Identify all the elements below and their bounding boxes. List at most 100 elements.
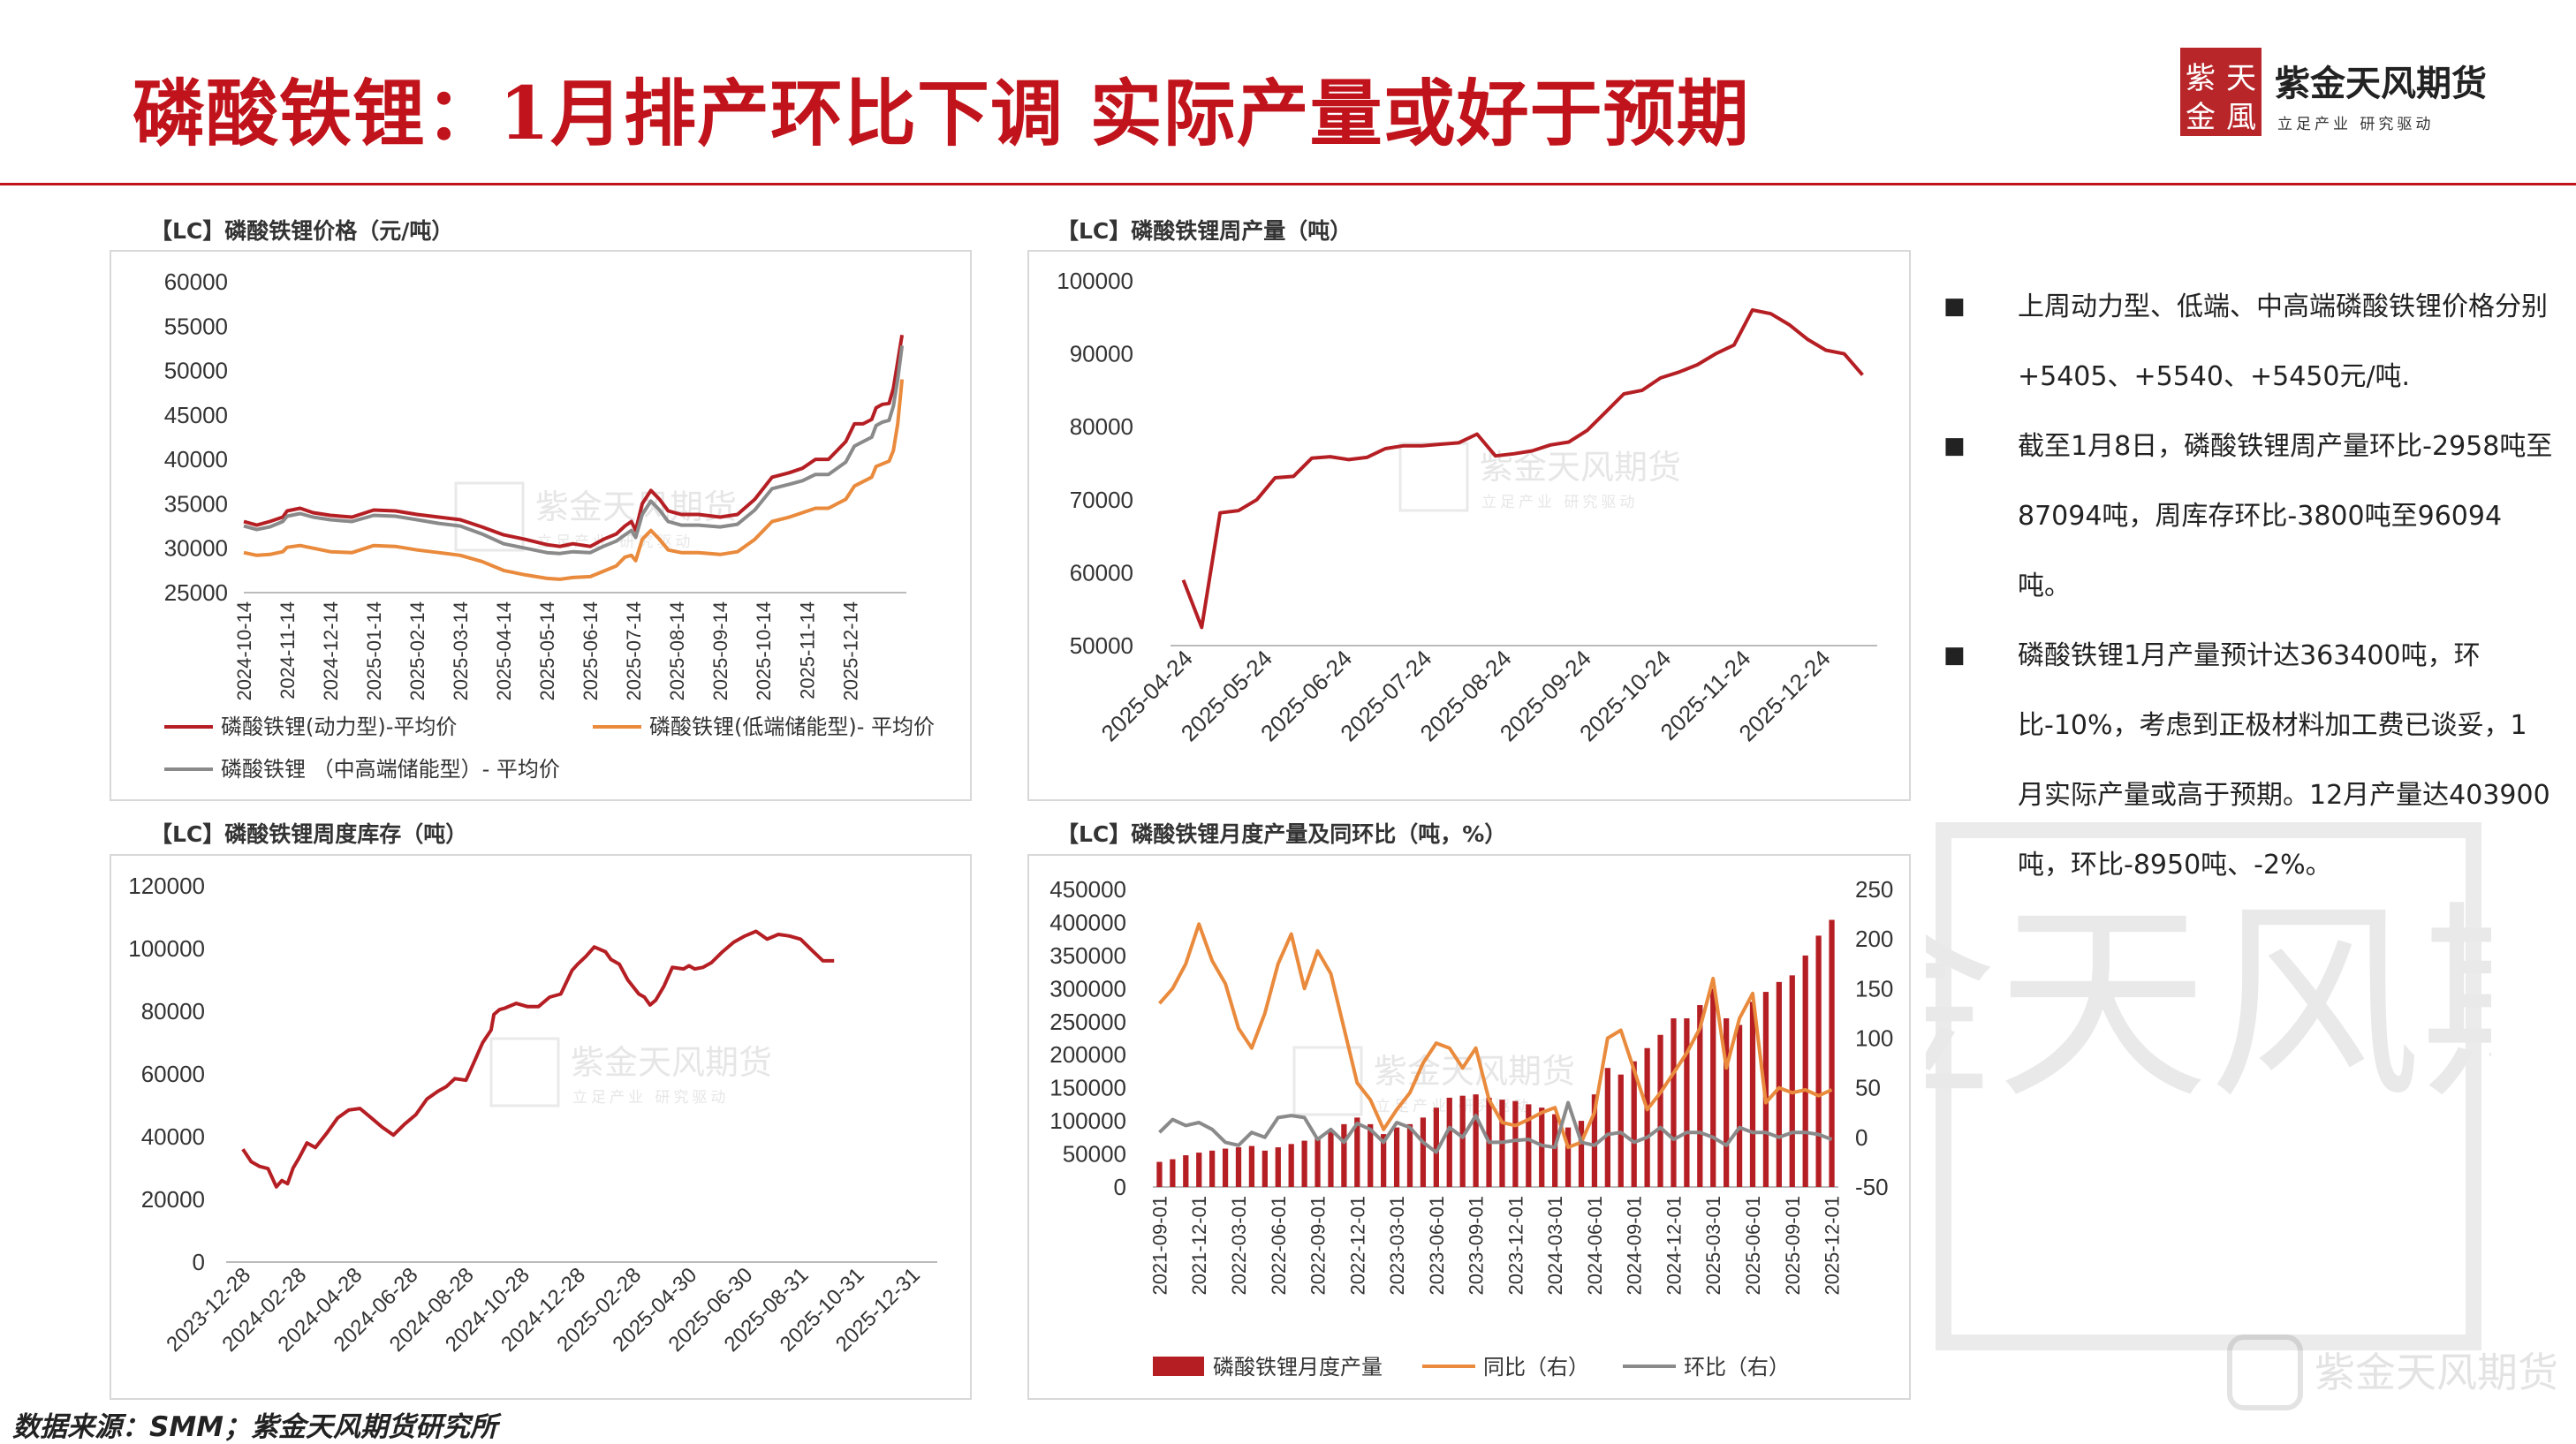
series-line-1 [243,379,905,581]
bar-monthly-output [1433,1108,1439,1187]
y-tick-label-left: 350000 [1049,942,1126,969]
bar-monthly-output [1776,981,1782,1187]
legend-label: 同比（右） [1483,1355,1589,1380]
x-tick-label: 2024-06-01 [1584,1196,1606,1296]
bar-monthly-output [1724,1018,1730,1187]
inventory-chart-frame: 紫金天风期货 立足产业 研究驱动 0 20000 40000 60000 80000 1000… [110,854,972,1400]
x-tick-label: 2021-09-01 [1148,1196,1171,1296]
series-line-weekly [1181,308,1864,630]
x-tick-label: 2024-12-14 [320,601,342,701]
y-tick-label-left: 50000 [1063,1141,1126,1168]
y-tick-label-left: 150000 [1049,1075,1126,1101]
bar-monthly-output [1671,1018,1677,1187]
bar-monthly-output [1156,1161,1163,1187]
y-tick-label-left: 300000 [1049,975,1126,1002]
bullet-square-icon: ■ [1943,642,1966,669]
y-tick-label: 80000 [141,998,205,1024]
y-tick-label: 20000 [141,1186,205,1213]
bar-monthly-output [1288,1144,1294,1187]
x-tick-label: 2023-06-01 [1426,1196,1448,1296]
series-line-2 [243,345,905,556]
bar-monthly-output [1578,1121,1585,1187]
y-tick-label: 100000 [1057,268,1133,294]
bullet-square-icon: ■ [1943,433,1966,459]
y-tick-label-right: -50 [1855,1174,1889,1200]
y-tick-label: 40000 [164,446,228,473]
monthly-chart-title: 【LC】磷酸铁锂月度产量及同环比（吨，%） [1057,821,1507,847]
bar-monthly-output [1235,1147,1242,1187]
brand-name: 紫金天风期货 [2275,64,2487,104]
seal-glyphs: 紫金天风期货 [1926,881,2491,1128]
bar-monthly-output [1473,1094,1479,1187]
bar-monthly-output [1381,1134,1387,1187]
y-tick-label: 80000 [1070,413,1133,440]
bullet-text: 磷酸铁锂1月产量预计达363400吨，环比-10%，考虑到正极材料加工费已谈妥，… [2018,640,2550,881]
y-tick-label: 60000 [141,1061,205,1087]
bar-monthly-output [1697,1005,1703,1187]
bar-monthly-output [1749,1002,1756,1187]
svg-text:紫: 紫 [2186,61,2216,96]
bullet-item: ■ 上周动力型、低端、中高端磷酸铁锂价格分别+5405、+5540、+5450元/… [1935,272,2553,412]
x-tick-label: 2023-09-01 [1466,1196,1488,1296]
corner-watermark: 紫金天风期货 [2227,1334,2558,1410]
x-tick-label: 2025-06-01 [1742,1196,1764,1296]
price-chart-frame: 紫金天风期货 立足产业 研究驱动 25000 30000 35000 40000 45000… [110,250,972,801]
bar-monthly-output [1710,988,1716,1187]
data-source-note: 数据来源：SMM；紫金天风期货研究所 [12,1411,498,1443]
series-line-mom [1158,1100,1833,1154]
y-tick-label-right: 200 [1855,926,1893,952]
y-tick-label: 25000 [164,579,228,606]
x-tick-label: 2025-03-14 [450,601,472,701]
y-tick-label-right: 150 [1855,975,1893,1002]
svg-text:紫金天风期货: 紫金天风期货 [2315,1349,2558,1396]
bar-monthly-output [1789,975,1795,1187]
bar-monthly-output [1315,1137,1321,1187]
bar-monthly-output [1183,1155,1189,1187]
y-tick-label: 0 [193,1249,205,1275]
bar-monthly-output [1393,1127,1400,1187]
bar-monthly-output [1170,1159,1176,1187]
x-tick-label: 2025-11-14 [796,601,818,699]
bar-monthly-output [1591,1094,1598,1187]
svg-text:紫金天风期货: 紫金天风期货 [1374,1052,1575,1091]
x-tick-label: 2024-11-14 [277,601,299,699]
x-tick-label: 2023-03-01 [1386,1196,1408,1296]
x-tick-label: 2021-12-01 [1188,1196,1210,1296]
legend-swatch [1153,1357,1204,1376]
page-title: 磷酸铁锂：1月排产环比下调 实际产量或好于预期 [133,72,1750,156]
legend-label: 环比（右） [1684,1355,1790,1380]
y-tick-label-left: 200000 [1049,1041,1126,1068]
svg-text:風: 風 [2226,100,2256,135]
legend-label: 磷酸铁锂月度产量 [1213,1355,1383,1380]
y-tick-label-left: 100000 [1049,1108,1126,1134]
bar-monthly-output [1275,1147,1281,1187]
x-tick-label: 2024-03-01 [1544,1196,1566,1296]
svg-text:金: 金 [2186,100,2216,135]
x-tick-label: 2024-12-01 [1663,1196,1685,1296]
bar-monthly-output [1631,1061,1637,1187]
bullet-text: 截至1月8日，磷酸铁锂周产量环比-2958吨至87094吨，周库存环比-3800… [2018,431,2553,601]
y-tick-label-right: 50 [1855,1075,1881,1101]
x-tick-label: 2025-10-14 [753,601,775,701]
header-divider [0,183,2576,185]
svg-text:立足产业 研究驱动: 立足产业 研究驱动 [1481,494,1638,511]
y-tick-label-right: 250 [1855,876,1893,903]
bar-monthly-output [1736,1024,1743,1187]
y-tick-label: 90000 [1070,341,1133,367]
y-tick-label: 50000 [1070,632,1133,659]
x-tick-label: 2022-06-01 [1268,1196,1290,1296]
x-tick-label: 2025-01-14 [363,601,385,701]
series-line-0 [243,334,905,548]
x-tick-label: 2025-03-01 [1702,1196,1724,1296]
x-tick-label: 2024-10-14 [233,601,255,701]
y-tick-label: 60000 [1070,559,1133,586]
x-tick-label: 2025-12-14 [839,601,861,701]
svg-text:天: 天 [2226,61,2256,96]
bar-monthly-output [1328,1130,1334,1187]
x-tick-label: 2025-09-14 [709,601,731,701]
